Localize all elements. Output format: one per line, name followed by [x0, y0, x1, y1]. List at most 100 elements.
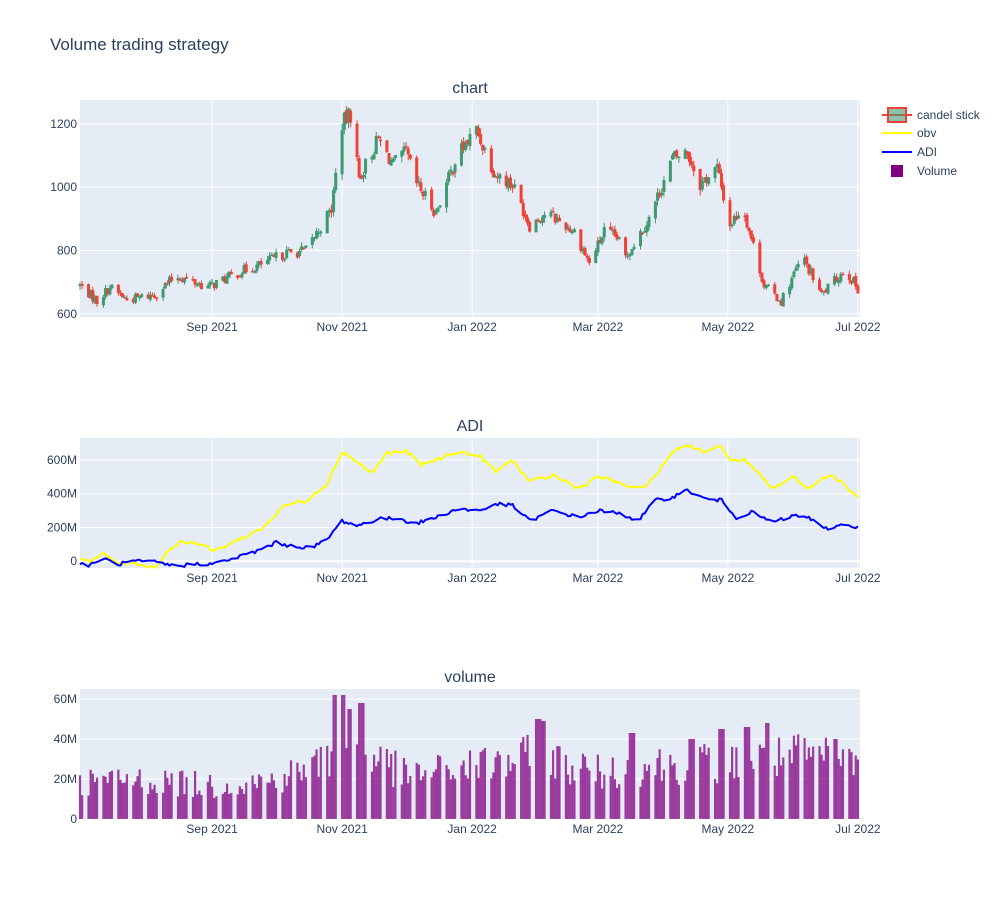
x-tick-label-volume: Nov 2021 [316, 822, 368, 836]
volume-bar [375, 766, 378, 819]
volume-bar [660, 780, 663, 819]
candle-body [206, 285, 210, 289]
legend-item-candlestick[interactable]: candel stick [882, 107, 981, 123]
volume-bar [728, 772, 732, 819]
volume-bar [790, 763, 793, 819]
panel-adi: 0 200M 400M 600M Sep 2021 Nov 2021 Jan 2022 Ma… [47, 418, 881, 585]
volume-bar [390, 753, 393, 819]
volume-bar [317, 776, 320, 819]
volume-bar [701, 752, 704, 819]
candle-body [662, 180, 666, 192]
volume-bar [191, 797, 195, 819]
volume-bar [731, 746, 734, 819]
candle-body [617, 237, 621, 240]
volume-bar [684, 780, 687, 819]
figure-title: Volume trading strategy [50, 35, 229, 54]
candle-body [453, 164, 457, 173]
volume-bar [835, 739, 838, 819]
candle-body [125, 297, 129, 301]
candle-body [400, 151, 404, 157]
candle-body [638, 231, 642, 247]
legend-item-volume[interactable]: Volume [891, 164, 957, 178]
volume-bar [285, 785, 288, 819]
y-axis-adi: 0 200M 400M 600M [47, 453, 77, 568]
y-tick-label-adi: 600M [47, 453, 77, 467]
candle-body [835, 276, 839, 282]
legend-label-adi: ADI [917, 145, 937, 159]
volume-bar [601, 788, 604, 819]
volume-bar [394, 750, 397, 819]
volume-bar [93, 782, 97, 819]
volume-bar [654, 775, 657, 819]
candle-body [355, 123, 359, 158]
volume-bar [805, 759, 808, 819]
legend-label-obv: obv [917, 126, 936, 140]
candle-body [818, 279, 822, 291]
candle-body [108, 287, 112, 295]
volume-bar [552, 750, 555, 819]
volume-bar [334, 695, 337, 819]
candle-body [613, 228, 617, 237]
candle-body [566, 227, 570, 229]
candle-body [551, 211, 555, 213]
candle-body [641, 232, 645, 234]
volume-bar [618, 784, 621, 819]
volume-bar [460, 765, 463, 819]
volume-bar [573, 780, 576, 819]
volume-bar [140, 787, 143, 819]
candle-body [374, 136, 378, 154]
volume-bar [453, 778, 457, 819]
volume-bar [481, 750, 484, 819]
volume-bar [164, 770, 167, 819]
candle-body [751, 237, 755, 243]
volume-bar [236, 794, 239, 819]
candle-body [438, 205, 442, 208]
volume-bar [255, 788, 258, 819]
candle-body [349, 110, 353, 123]
volume-bar [720, 729, 723, 819]
volume-bar [628, 733, 631, 819]
volume-bar [505, 776, 508, 819]
candle-body [136, 293, 140, 297]
volume-bar [611, 757, 614, 819]
candle-body [519, 184, 523, 204]
volume-bar [238, 786, 241, 819]
legend-item-obv[interactable]: obv [882, 126, 936, 140]
subplot-title-chart: chart [452, 80, 488, 97]
candle-body [489, 148, 493, 172]
candle-body [624, 237, 628, 256]
volume-bar [311, 757, 314, 819]
volume-bar [166, 777, 169, 819]
volume-bar [447, 769, 450, 819]
volume-bar [673, 763, 676, 819]
volume-bar [287, 776, 290, 819]
candle-body [304, 245, 308, 248]
candle-body [436, 207, 440, 213]
candle-body [393, 155, 397, 158]
volume-bar [283, 774, 286, 819]
volume-bar [803, 738, 806, 819]
candle-body [253, 270, 257, 273]
volume-bar [138, 769, 141, 819]
candle-body [451, 171, 455, 175]
volume-bar [274, 787, 278, 819]
candle-body [434, 209, 438, 215]
volume-bar [260, 776, 263, 819]
candle-body [298, 250, 302, 257]
volume-bar [385, 749, 388, 819]
legend-item-adi[interactable]: ADI [882, 145, 937, 159]
volume-bar [155, 792, 158, 819]
candle-body [543, 214, 547, 219]
volume-bar [193, 771, 197, 819]
legend-swatch-volume [891, 165, 903, 177]
candle-body [528, 222, 532, 232]
volume-bar [699, 746, 702, 819]
legend: candel stick obv ADI Volume [882, 107, 981, 178]
volume-bar [417, 764, 420, 819]
volume-bar [134, 781, 137, 819]
candle-body [116, 284, 120, 293]
volume-bar [223, 792, 227, 819]
volume-bar [87, 795, 90, 819]
volume-bar [392, 786, 395, 819]
x-tick-label-candlestick: Mar 2022 [573, 320, 624, 334]
